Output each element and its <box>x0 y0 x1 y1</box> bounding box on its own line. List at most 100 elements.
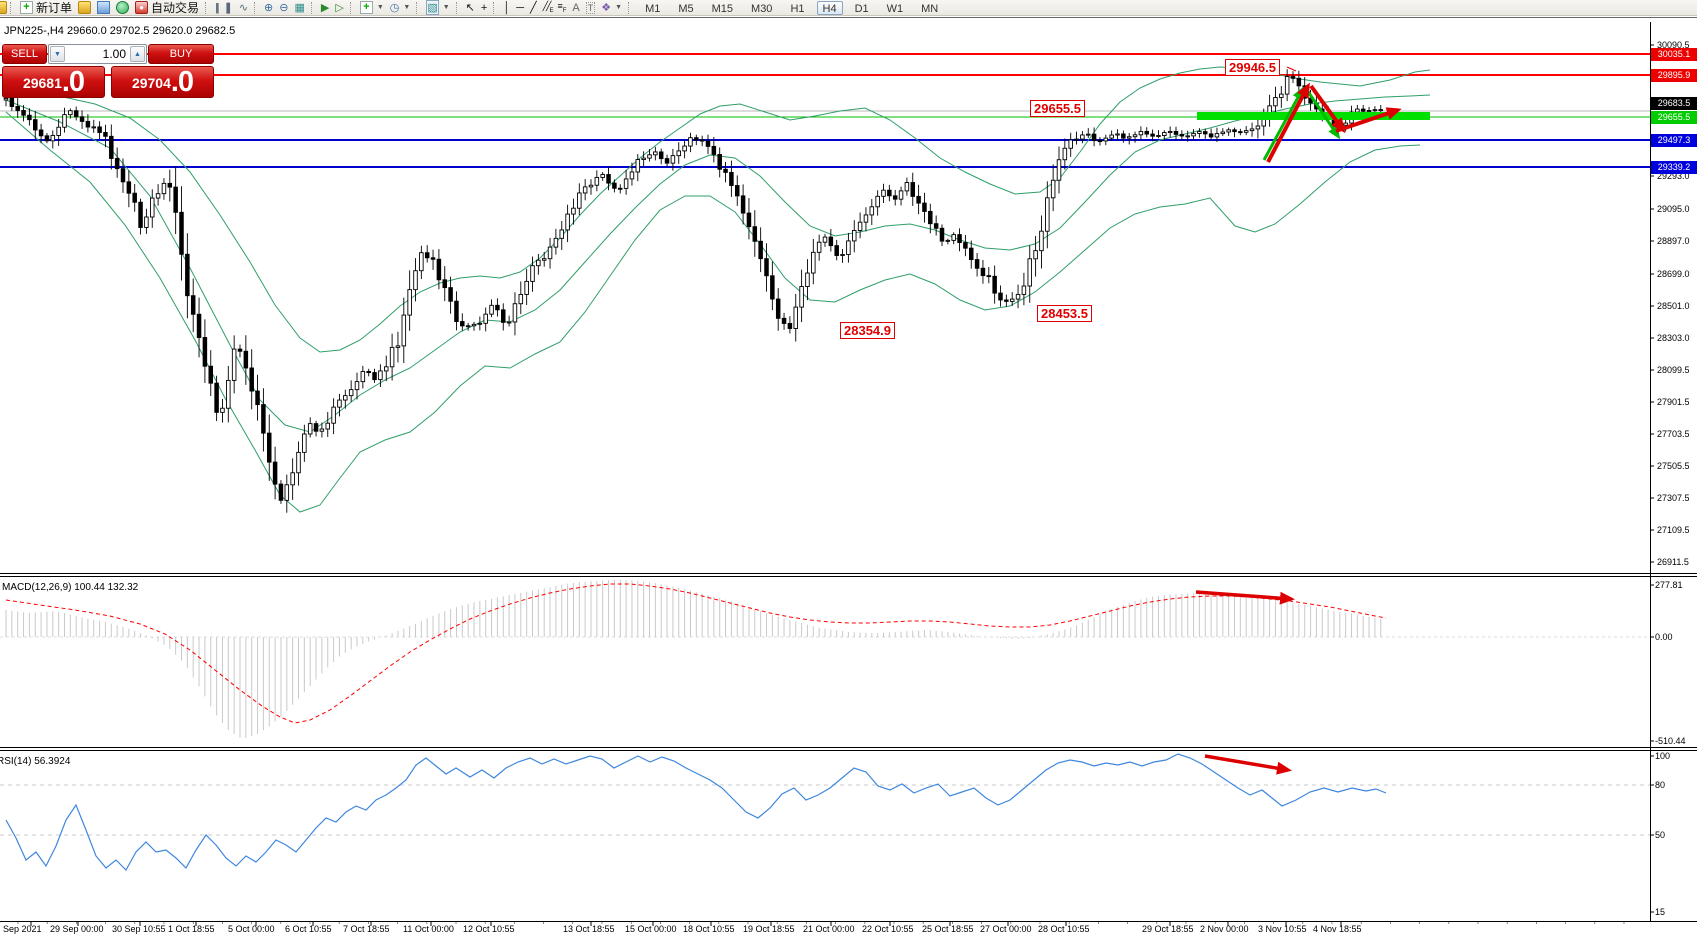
trendline-icon: ╱ <box>529 2 537 14</box>
data-window-button[interactable] <box>94 0 113 15</box>
horizontal-line-tool-button[interactable]: ─ <box>513 0 527 15</box>
time-axis-label: 5 Oct 00:00 <box>228 924 275 934</box>
auto-scroll-button[interactable]: ▶ <box>318 0 332 15</box>
price-tick-label: 27703.5 <box>1657 429 1690 439</box>
rsi-axis-label: 15 <box>1655 907 1666 917</box>
price-tick-label: 28501.0 <box>1657 301 1690 311</box>
rsi-panel-separator[interactable] <box>0 747 1697 748</box>
shapes-tool-button[interactable]: ❖ ▼ <box>598 0 625 15</box>
indicators-button[interactable]: + ▼ <box>357 0 387 15</box>
text-tool-button[interactable]: A <box>569 0 582 15</box>
time-axis-label: 25 Oct 18:55 <box>922 924 974 934</box>
buy-price-display[interactable]: 29704.0 <box>111 66 214 98</box>
price-level-tag: 29895.9 <box>1651 68 1697 82</box>
autotrading-icon: ● <box>135 1 149 14</box>
time-axis-label: 13 Oct 18:55 <box>563 924 615 934</box>
tile-windows-button[interactable]: ▦ <box>291 0 307 15</box>
dropdown-arrow-icon: ▼ <box>615 4 623 11</box>
dropdown-arrow-icon: ▼ <box>442 4 450 11</box>
time-axis-label: 19 Oct 18:55 <box>743 924 795 934</box>
time-axis-label: 28 Oct 10:55 <box>1038 924 1090 934</box>
volume-value[interactable]: 1.00 <box>102 47 126 61</box>
market-watch-button[interactable] <box>75 0 94 15</box>
new-order-button[interactable]: + 新订单 <box>17 0 75 15</box>
periods-button[interactable]: ◷ ▼ <box>387 0 414 15</box>
chart-shift-button[interactable]: ▷ <box>332 0 346 15</box>
tile-windows-icon: ▦ <box>294 2 305 14</box>
channel-tool-button[interactable]: ╱╱E <box>540 0 555 15</box>
price-callout-label[interactable]: 29946.5 <box>1225 59 1280 76</box>
sell-price-display[interactable]: 29681.0 <box>2 66 105 98</box>
trendline-tool-button[interactable]: ╱ <box>527 0 540 15</box>
clipped-icon <box>0 1 7 14</box>
price-tick-label: 29293.0 <box>1657 171 1690 181</box>
price-tick-label: 28897.0 <box>1657 236 1690 246</box>
auto-scroll-icon: ▶ <box>320 2 330 14</box>
macd-panel-separator[interactable] <box>0 576 1697 577</box>
sell-button[interactable]: SELL <box>2 44 47 64</box>
time-axis-label: 15 Oct 00:00 <box>625 924 677 934</box>
time-axis-label: 27 Oct 00:00 <box>980 924 1032 934</box>
price-level-tag: 30035.1 <box>1651 47 1697 61</box>
volume-increase-button[interactable]: ▲ <box>130 46 145 62</box>
crosshair-tool-button[interactable]: + <box>478 0 490 15</box>
timeframe-m5[interactable]: M5 <box>678 2 694 15</box>
price-level-tag: 29655.5 <box>1651 110 1697 124</box>
zoom-in-button[interactable]: ⊕ <box>261 0 276 15</box>
timeframe-d1[interactable]: D1 <box>854 2 869 15</box>
macd-axis-label: 0.00 <box>1655 632 1673 642</box>
timeframe-h4[interactable]: H4 <box>816 0 843 15</box>
text-label-tool-button[interactable]: T <box>583 0 599 15</box>
toolbar-grip <box>10 1 13 14</box>
buy-price-main: 29704 <box>131 75 171 91</box>
price-tick-label: 27505.5 <box>1657 461 1690 471</box>
timeframe-h1[interactable]: H1 <box>790 2 805 15</box>
zoom-out-button[interactable]: ⊖ <box>276 0 291 15</box>
line-chart-button[interactable]: ∿ <box>236 0 251 15</box>
market-watch-icon <box>78 1 92 14</box>
volume-stepper[interactable]: ▼ 1.00 ▲ <box>48 44 147 64</box>
price-tick-label: 28303.0 <box>1657 333 1690 343</box>
navigator-button[interactable] <box>113 0 132 15</box>
toolbar-grip <box>455 1 459 14</box>
price-tick-label: 27109.5 <box>1657 525 1690 535</box>
price-callout-label[interactable]: 29655.5 <box>1030 100 1085 117</box>
fibonacci-tool-button[interactable]: ≡F <box>554 0 569 15</box>
time-axis-label: 22 Oct 10:55 <box>862 924 914 934</box>
rsi-axis-label: 50 <box>1655 830 1666 840</box>
time-axis-label: 6 Oct 10:55 <box>285 924 332 934</box>
cursor-tool-button[interactable]: ↖ <box>463 0 478 15</box>
candlestick-chart-button[interactable]: ❚ <box>221 0 236 15</box>
buy-button[interactable]: BUY <box>148 44 214 64</box>
sell-price-pips: .0 <box>61 66 85 98</box>
time-axis-label: 29 Sep 00:00 <box>50 924 104 934</box>
time-axis-label: 7 Oct 18:55 <box>343 924 390 934</box>
timeframe-m30[interactable]: M30 <box>751 2 773 15</box>
timeframe-m15[interactable]: M15 <box>711 2 734 15</box>
chart-window[interactable]: JPN225-,H4 29660.0 29702.5 29620.0 29682… <box>0 17 1697 937</box>
shapes-icon: ❖ <box>601 2 612 14</box>
dropdown-arrow-icon: ▼ <box>403 4 411 11</box>
timeframe-m1[interactable]: M1 <box>645 2 661 15</box>
toolbar-grip <box>416 1 419 14</box>
toolbar-grip <box>493 1 496 14</box>
vertical-line-tool-button[interactable]: │ <box>500 0 513 15</box>
macd-panel-separator[interactable] <box>0 573 1697 574</box>
autotrading-button[interactable]: ● 自动交易 <box>132 0 202 15</box>
time-axis-label: 29 Oct 18:55 <box>1142 924 1194 934</box>
data-window-icon <box>97 1 111 14</box>
rsi-panel-separator[interactable] <box>0 750 1697 751</box>
time-axis-label: 3 Nov 10:55 <box>1258 924 1307 934</box>
price-callout-label[interactable]: 28354.9 <box>840 322 895 339</box>
price-tick-label: 29095.0 <box>1657 204 1690 214</box>
main-toolbar: + 新订单 ● 自动交易 ||| ❚ ∿ ⊕ ⊖ ▦ ▶ ▷ + ▼ ◷ ▼ ▧ ▼ … <box>0 0 1697 16</box>
volume-decrease-button[interactable]: ▼ <box>50 46 65 62</box>
bar-chart-button[interactable]: ||| <box>212 0 221 15</box>
templates-button[interactable]: ▧ ▼ <box>423 0 452 15</box>
timeframe-w1[interactable]: W1 <box>886 2 904 15</box>
price-callout-label[interactable]: 28453.5 <box>1037 305 1092 322</box>
price-level-tag: 29683.5 <box>1651 96 1697 110</box>
timeframe-mn[interactable]: MN <box>921 2 939 15</box>
dropdown-arrow-icon: ▼ <box>376 4 384 11</box>
channel-icon: ╱╱E <box>542 1 554 14</box>
